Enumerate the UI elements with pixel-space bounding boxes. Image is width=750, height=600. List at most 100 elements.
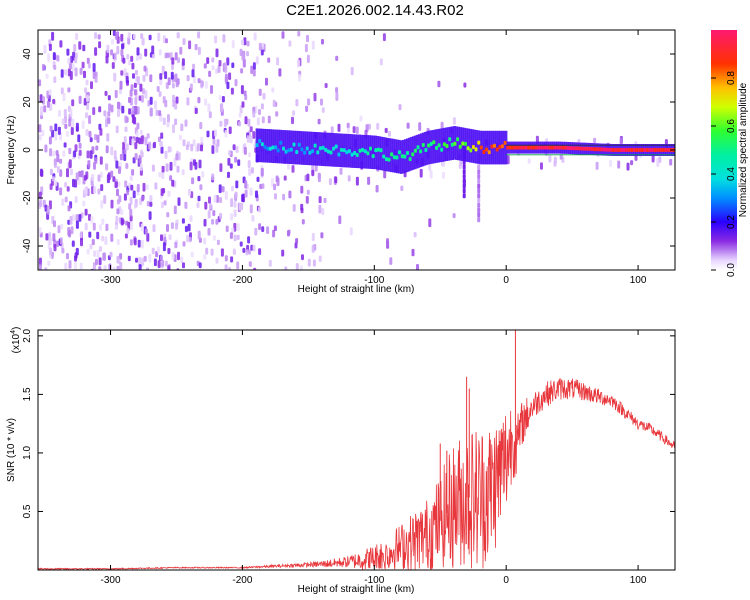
spectrogram-noise-cell <box>61 118 65 125</box>
spectrogram-noise-cell <box>261 226 265 233</box>
spectrogram-noise-cell <box>39 168 43 177</box>
spectrogram-noise-cell <box>651 154 655 163</box>
spectrogram-noise-cell <box>256 176 260 182</box>
tone-track-cell <box>595 147 599 152</box>
spectrogram-noise-cell <box>300 185 304 194</box>
spectrogram-noise-cell <box>186 234 190 243</box>
spectrogram-noise-cell <box>41 96 45 105</box>
spectrogram-noise-cell <box>180 256 184 264</box>
spectrogram-noise-cell <box>149 195 153 202</box>
spectrogram-noise-cell <box>411 248 415 257</box>
spectrogram-noise-cell <box>164 52 168 59</box>
tone-track-cell <box>329 150 333 155</box>
spectrogram-noise-cell <box>89 137 93 143</box>
spectrogram-noise-cell <box>38 227 42 234</box>
spectrogram-noise-cell <box>126 54 130 60</box>
tone-track-cell <box>500 144 504 149</box>
spectrogram-noise-cell <box>112 267 116 270</box>
spectrogram-noise-cell <box>94 76 98 83</box>
spectrogram-noise-cell <box>136 54 139 62</box>
spectrogram-noise-cell <box>165 163 169 172</box>
tone-band-cell <box>429 130 433 164</box>
spectrogram-noise-cell <box>219 120 223 127</box>
spectrogram-noise-cell <box>311 244 315 253</box>
spectrogram-noise-cell <box>159 73 163 80</box>
spectrogram-noise-cell <box>234 191 238 199</box>
spectrogram-noise-cell <box>156 246 160 254</box>
spectrogram-noise-cell <box>94 157 98 164</box>
spectrogram-noise-cell <box>246 51 249 57</box>
spectrogram-noise-cell <box>52 98 56 104</box>
tone-track-cell <box>464 141 467 146</box>
spectrogram-noise-cell <box>106 133 110 142</box>
spectrogram-noise-cell <box>272 229 276 238</box>
spectrogram-noise-cell <box>46 101 50 108</box>
spectrogram-noise-cell <box>347 175 351 182</box>
tone-track-cell <box>553 145 557 150</box>
spectrogram-noise-cell <box>249 187 253 196</box>
spectrogram-noise-cell <box>191 69 195 78</box>
spectrogram-noise-cell <box>167 248 171 255</box>
spectrogram-noise-cell <box>386 238 389 246</box>
tone-track-cell <box>535 145 539 150</box>
tone-band-cell <box>352 134 355 168</box>
spectrogram-noise-cell <box>56 153 60 163</box>
spectrogram-noise-cell <box>138 137 142 145</box>
spectrogram-noise-cell <box>256 117 260 126</box>
spectrogram-noise-cell <box>67 57 71 64</box>
tone-track-cell <box>609 147 613 152</box>
snr-x-tick-label: -100 <box>364 575 384 586</box>
spectrogram-x-tick-label: -200 <box>232 275 252 286</box>
spectrogram-noise-cell <box>122 57 126 64</box>
spectrogram-noise-cell <box>192 139 196 147</box>
tone-track-cell <box>529 145 533 150</box>
spectrogram-noise-cell <box>462 178 466 184</box>
tone-track-cell <box>606 147 610 152</box>
tone-track-cell <box>421 143 425 147</box>
spectrogram-noise-cell <box>53 162 57 168</box>
spectrogram-noise-cell <box>131 138 135 146</box>
spectrogram-noise-cell <box>103 195 107 205</box>
spectrogram-noise-cell <box>103 265 107 270</box>
tone-track-cell <box>266 146 270 151</box>
spectrogram-noise-cell <box>64 123 68 129</box>
spectrogram-noise-cell <box>218 60 222 67</box>
spectrogram-noise-cell <box>70 126 74 135</box>
spectrogram-noise-cell <box>197 195 201 202</box>
spectrogram-noise-cell <box>244 189 248 198</box>
tone-track-cell <box>326 149 330 154</box>
spectrogram-noise-cell <box>248 249 251 255</box>
tone-band-cell <box>259 128 263 163</box>
spectrogram-noise-cell <box>123 193 127 201</box>
spectrogram-noise-cell <box>92 63 96 72</box>
spectrogram-noise-cell <box>215 257 219 264</box>
tone-track-cell <box>508 145 512 150</box>
spectrogram-noise-cell <box>132 190 136 199</box>
spectrogram-noise-cell <box>224 255 228 262</box>
spectrogram-noise-cell <box>212 235 216 241</box>
spectrogram-noise-cell <box>81 61 85 69</box>
spectrogram-noise-cell <box>105 223 109 232</box>
tone-track-cell <box>284 149 288 154</box>
spectrogram-noise-cell <box>51 129 55 138</box>
spectrogram-noise-cell <box>138 264 142 270</box>
spectrogram-noise-cell <box>113 52 117 61</box>
spectrogram-noise-cell <box>287 230 290 237</box>
snr-x-tick-label: -200 <box>232 575 252 586</box>
spectrogram-noise-cell <box>81 120 85 129</box>
spectrogram-noise-cell <box>127 255 131 262</box>
spectrogram-noise-cell <box>249 135 253 144</box>
spectrogram-noise-cell <box>260 103 264 110</box>
snr-ticks: -300 -200 -100 0 100 0.5 1.0 1.5 2.0 <box>22 328 675 586</box>
tone-track-cell <box>400 154 404 159</box>
spectrogram-noise-cell <box>338 215 342 225</box>
spectrogram-noise-cell <box>281 249 285 257</box>
spectrogram-noise-cell <box>113 72 117 82</box>
spectrogram-noise-cell <box>198 159 202 169</box>
tone-track-cell <box>350 152 354 157</box>
spectrogram-noise-cell <box>115 125 119 134</box>
tone-band-cell <box>368 135 371 169</box>
spectrogram-noise-cell <box>125 143 129 151</box>
spectrogram-noise-cell <box>462 188 466 194</box>
spectrogram-noise-cell <box>416 264 419 270</box>
